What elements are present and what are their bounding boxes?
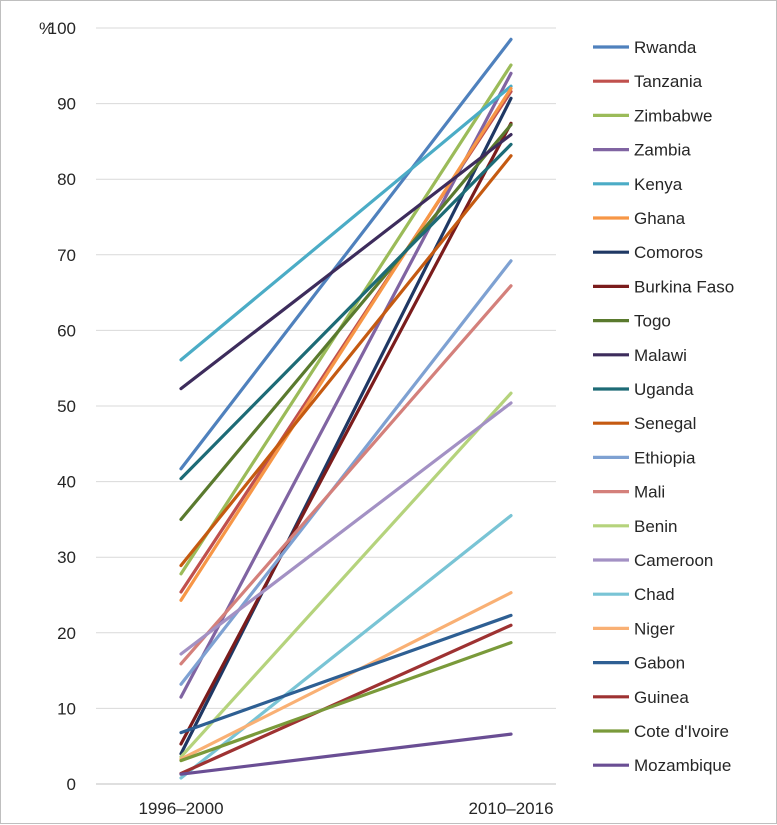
x-tick-label: 1996–2000	[138, 799, 223, 818]
legend-item: Niger	[593, 619, 675, 638]
legend-item: Senegal	[593, 414, 696, 433]
series-line-burkina-faso	[179, 121, 513, 746]
legend-item: Gabon	[593, 654, 685, 673]
series-line-rwanda	[179, 37, 513, 471]
legend-item: Cote d'Ivoire	[593, 722, 729, 741]
x-axis-ticks: 1996–2000 2010–2016	[138, 799, 553, 818]
y-tick-label: 60	[57, 321, 76, 340]
legend-label: Cameroon	[634, 551, 713, 570]
legend-item: Rwanda	[593, 38, 697, 57]
series-line-ghana	[179, 86, 513, 602]
series-line-senegal	[179, 154, 513, 568]
y-tick-label: 0	[67, 775, 76, 794]
y-tick-label: 100	[48, 19, 76, 38]
y-tick-label: 70	[57, 246, 76, 265]
legend-label: Ghana	[634, 209, 686, 228]
gridlines	[96, 27, 556, 785]
legend-item: Togo	[593, 312, 671, 331]
y-tick-label: 20	[57, 624, 76, 643]
legend-item: Kenya	[593, 175, 683, 194]
y-tick-label: 10	[57, 699, 76, 718]
legend-label: Zimbabwe	[634, 106, 712, 125]
legend-item: Ghana	[593, 209, 686, 228]
series-line-comoros	[179, 96, 513, 756]
x-tick-label: 2010–2016	[468, 799, 553, 818]
legend-item: Ethiopia	[593, 448, 696, 467]
y-tick-label: 40	[57, 473, 76, 492]
series-line-kenya	[179, 84, 513, 362]
series-line-chad	[179, 514, 513, 780]
series-line-niger	[179, 591, 513, 761]
legend-label: Niger	[634, 619, 675, 638]
y-axis-ticks: 0 10 20 30 40 50 60 70 80 90 100%	[39, 19, 76, 794]
series-line-togo	[179, 123, 513, 522]
y-tick-label: 90	[57, 95, 76, 114]
legend-label: Guinea	[634, 688, 689, 707]
legend-label: Ethiopia	[634, 448, 696, 467]
legend-item: Benin	[593, 517, 677, 536]
legend-label: Rwanda	[634, 38, 697, 57]
legend-item: Tanzania	[593, 72, 703, 91]
legend-item: Cameroon	[593, 551, 713, 570]
legend-item: Uganda	[593, 380, 694, 399]
series-line-cote-d-ivoire	[179, 641, 513, 763]
legend-label: Mozambique	[634, 756, 731, 775]
series-line-malawi	[179, 132, 513, 391]
legend-label: Togo	[634, 312, 671, 331]
legend-label: Mali	[634, 483, 665, 502]
legend-label: Comoros	[634, 243, 703, 262]
legend-label: Senegal	[634, 414, 696, 433]
legend-item: Zambia	[593, 141, 691, 160]
series-line-guinea	[179, 623, 513, 776]
legend-label: Zambia	[634, 141, 691, 160]
series-line-mozambique	[179, 732, 513, 776]
legend-item: Burkina Faso	[593, 277, 734, 296]
y-tick-label: 30	[57, 548, 76, 567]
legend-item: Mozambique	[593, 756, 731, 775]
legend-label: Tanzania	[634, 72, 703, 91]
series-line-mali	[179, 284, 513, 666]
legend-item: Guinea	[593, 688, 689, 707]
legend-item: Chad	[593, 585, 675, 604]
legend-label: Benin	[634, 517, 677, 536]
legend-label: Gabon	[634, 654, 685, 673]
y-tick-label: 80	[57, 170, 76, 189]
legend-label: Chad	[634, 585, 675, 604]
legend-label: Malawi	[634, 346, 687, 365]
series-line-uganda	[179, 142, 513, 481]
legend-label: Uganda	[634, 380, 694, 399]
legend-label: Burkina Faso	[634, 277, 734, 296]
legend: Rwanda Tanzania Zimbabwe Zambia Kenya Ghana Co…	[593, 38, 734, 775]
y-tick-label: 50	[57, 397, 76, 416]
legend-item: Mali	[593, 483, 665, 502]
series-line-benin	[179, 391, 513, 759]
series-line-zimbabwe	[179, 63, 513, 576]
legend-item: Zimbabwe	[593, 106, 712, 125]
legend-label: Cote d'Ivoire	[634, 722, 729, 741]
y-axis-unit-label: %	[39, 19, 54, 38]
series-line-cameroon	[179, 401, 513, 656]
series-lines	[179, 37, 513, 780]
legend-item: Malawi	[593, 346, 687, 365]
series-line-gabon	[179, 613, 513, 735]
legend-item: Comoros	[593, 243, 703, 262]
legend-label: Kenya	[634, 175, 683, 194]
